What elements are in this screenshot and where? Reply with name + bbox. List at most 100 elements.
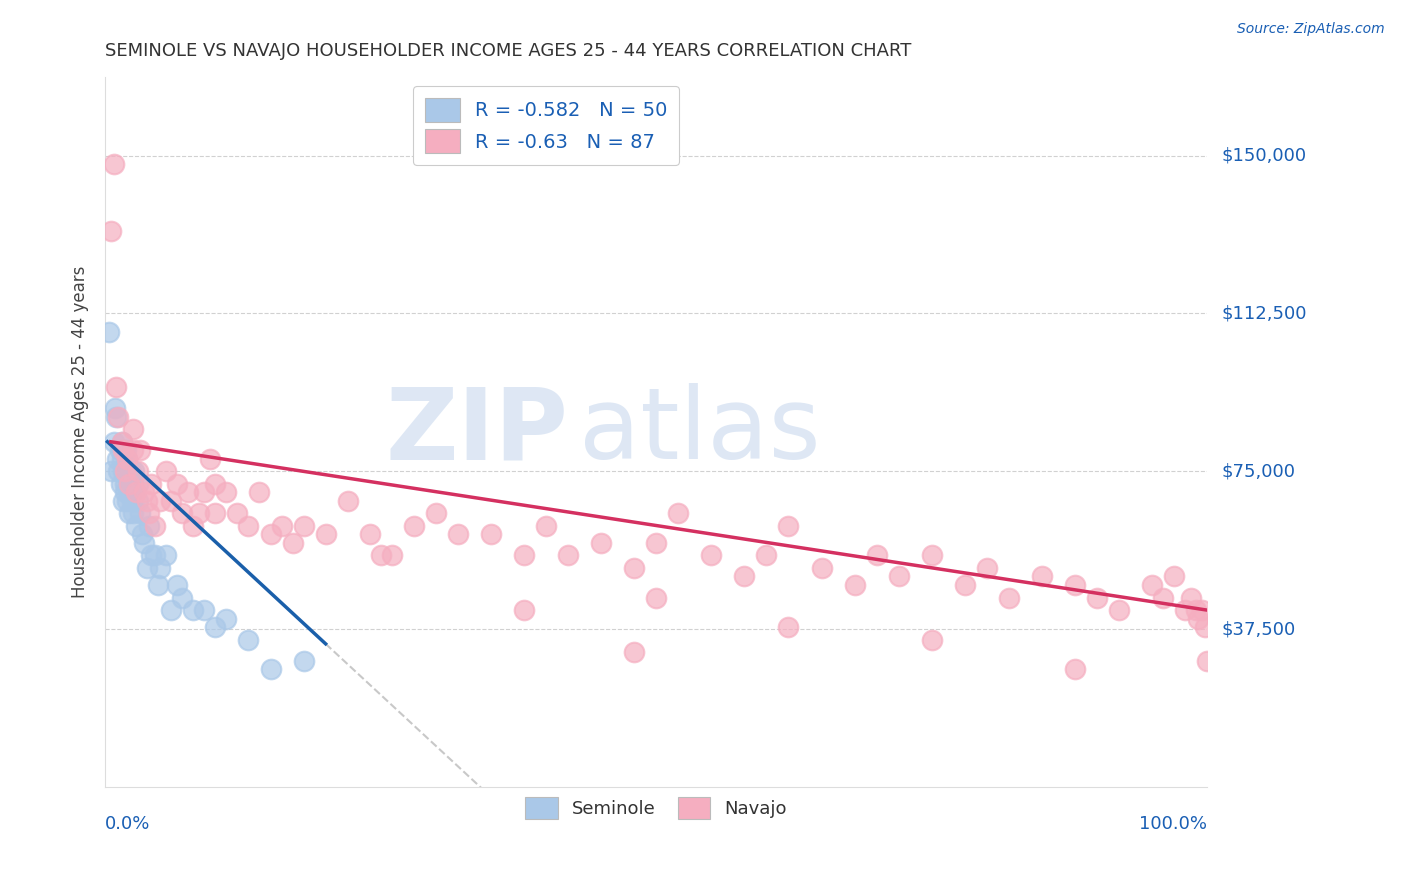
Point [125, 519, 148, 533]
Point [155, 464, 177, 478]
Point [215, 611, 238, 625]
Point [1085, 591, 1108, 605]
Point [107, 464, 129, 478]
Point [198, 451, 221, 466]
Point [121, 443, 143, 458]
Point [103, 157, 125, 171]
Point [107, 409, 129, 424]
Y-axis label: Householder Income Ages 25 - 44 years: Householder Income Ages 25 - 44 years [72, 266, 89, 598]
Point [121, 506, 143, 520]
Point [1197, 654, 1219, 668]
Legend: Seminole, Navajo: Seminole, Navajo [516, 788, 796, 828]
Point [778, 519, 800, 533]
Point [887, 569, 910, 583]
Point [132, 536, 155, 550]
Point [336, 493, 359, 508]
Point [108, 443, 131, 458]
Point [111, 434, 134, 449]
Point [270, 519, 292, 533]
Point [534, 519, 557, 533]
Point [226, 506, 249, 520]
Point [193, 603, 215, 617]
Point [143, 519, 166, 533]
Point [111, 464, 134, 478]
Point [215, 485, 238, 500]
Point [1064, 662, 1087, 676]
Point [132, 485, 155, 500]
Point [149, 493, 172, 508]
Point [111, 443, 134, 458]
Point [131, 527, 153, 541]
Point [166, 476, 188, 491]
Point [118, 506, 141, 520]
Point [122, 464, 145, 478]
Point [238, 519, 260, 533]
Point [103, 434, 125, 449]
Point [141, 549, 163, 563]
Point [141, 476, 163, 491]
Point [865, 549, 887, 563]
Point [513, 549, 536, 563]
Point [623, 645, 645, 659]
Text: SEMINOLE VS NAVAJO HOUSEHOLDER INCOME AGES 25 - 44 YEARS CORRELATION CHART: SEMINOLE VS NAVAJO HOUSEHOLDER INCOME AG… [105, 42, 911, 60]
Text: Source: ZipAtlas.com: Source: ZipAtlas.com [1237, 22, 1385, 37]
Point [160, 493, 183, 508]
Point [127, 493, 149, 508]
Point [114, 476, 136, 491]
Point [111, 451, 134, 466]
Point [1185, 603, 1208, 617]
Point [172, 506, 194, 520]
Point [136, 561, 159, 575]
Point [127, 464, 149, 478]
Point [177, 485, 200, 500]
Point [111, 493, 134, 508]
Point [127, 476, 149, 491]
Point [146, 578, 169, 592]
Point [115, 443, 138, 458]
Point [118, 476, 141, 491]
Point [700, 549, 723, 563]
Point [120, 464, 142, 478]
Point [921, 549, 943, 563]
Point [623, 561, 645, 575]
Point [117, 493, 139, 508]
Point [315, 527, 337, 541]
Text: 0.0%: 0.0% [105, 815, 150, 833]
Point [976, 561, 998, 575]
Point [129, 506, 152, 520]
Point [238, 632, 260, 647]
Point [100, 224, 122, 238]
Text: $75,000: $75,000 [1222, 462, 1295, 480]
Point [117, 476, 139, 491]
Point [778, 620, 800, 634]
Point [733, 569, 755, 583]
Point [1140, 578, 1163, 592]
Point [149, 561, 172, 575]
Point [110, 476, 132, 491]
Point [370, 549, 392, 563]
Point [1108, 603, 1130, 617]
Point [359, 527, 381, 541]
Point [666, 506, 689, 520]
Point [136, 493, 159, 508]
Point [187, 506, 209, 520]
Text: 100.0%: 100.0% [1139, 815, 1208, 833]
Point [1064, 578, 1087, 592]
Point [125, 485, 148, 500]
Text: $150,000: $150,000 [1222, 146, 1306, 164]
Point [193, 485, 215, 500]
Point [183, 519, 205, 533]
Text: $112,500: $112,500 [1222, 304, 1306, 322]
Point [292, 654, 315, 668]
Point [118, 485, 141, 500]
Point [259, 662, 281, 676]
Point [921, 632, 943, 647]
Point [645, 536, 668, 550]
Point [114, 464, 136, 478]
Point [97, 326, 120, 340]
Point [104, 401, 127, 415]
Point [1152, 591, 1174, 605]
Point [129, 443, 152, 458]
Point [447, 527, 470, 541]
Point [112, 443, 135, 458]
